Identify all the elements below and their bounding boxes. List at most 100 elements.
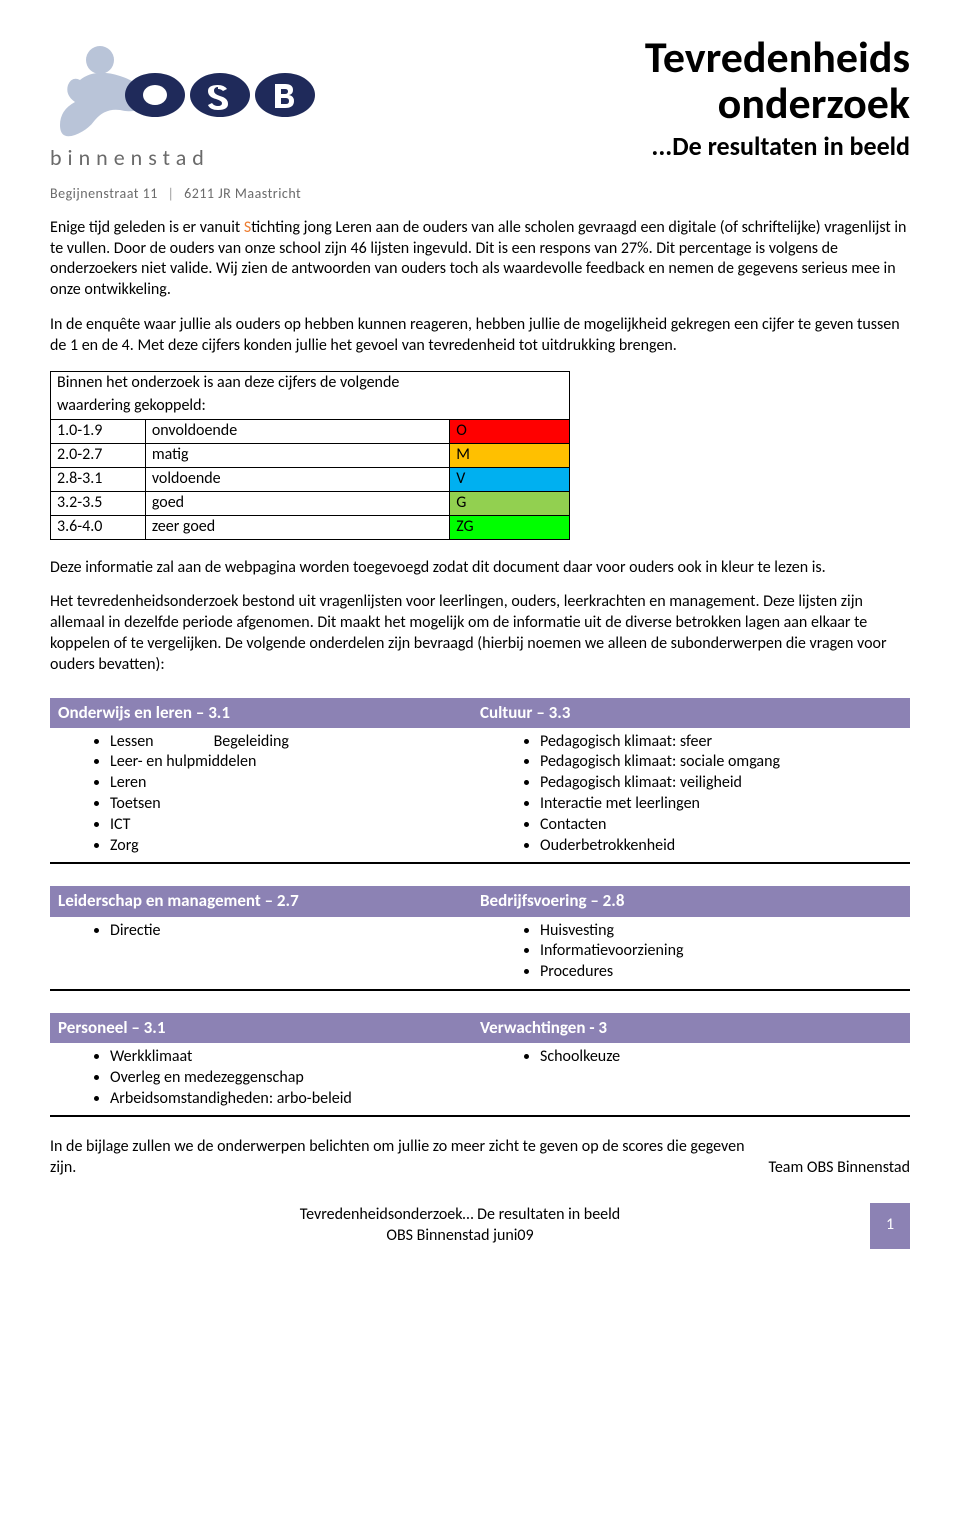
- rating-range: 1.0-1.9: [51, 419, 146, 443]
- section-header: Leiderschap en management – 2.7Bedrijfsv…: [50, 886, 910, 916]
- section-header: Personeel – 3.1Verwachtingen - 3: [50, 1013, 910, 1043]
- section-block: Personeel – 3.1Verwachtingen - 3Werkklim…: [50, 1013, 910, 1117]
- intro-paragraph-1: Enige tijd geleden is er vanuit Stichtin…: [50, 218, 910, 301]
- rating-row: 2.8-3.1voldoendeV: [51, 467, 570, 491]
- intro-paragraph-2: In de enquête waar jullie als ouders op …: [50, 315, 910, 357]
- section-title-right: Verwachtingen - 3: [480, 1017, 902, 1039]
- section-col-left: Directie: [50, 921, 480, 983]
- bullet-list: Pedagogisch klimaat: sfeerPedagogisch kl…: [520, 732, 910, 857]
- section-body: Lessen BegeleidingLeer- en hulpmiddelenLe…: [50, 728, 910, 865]
- section-col-right: Pedagogisch klimaat: sfeerPedagogisch kl…: [480, 732, 910, 857]
- rating-row: 3.2-3.5goedG: [51, 491, 570, 515]
- closing-line2: zijn.: [50, 1158, 76, 1179]
- rating-range: 2.0-2.7: [51, 443, 146, 467]
- closing-team: Team OBS Binnenstad: [768, 1158, 910, 1179]
- rating-code: ZG: [450, 515, 570, 539]
- list-item: Pedagogisch klimaat: veiligheid: [540, 773, 910, 794]
- section-title-left: Leiderschap en management – 2.7: [58, 890, 480, 912]
- list-item: Procedures: [540, 962, 910, 983]
- title-line-2: onderzoek: [645, 80, 910, 126]
- section-block: Leiderschap en management – 2.7Bedrijfsv…: [50, 886, 910, 990]
- list-item: Zorg: [110, 836, 480, 857]
- logo-address: Begijnenstraat 11 | 6211 JR Maastricht: [50, 185, 390, 203]
- list-item: Arbeidsomstandigheden: arbo-beleid: [110, 1089, 480, 1110]
- bullet-list: Schoolkeuze: [520, 1047, 910, 1068]
- bullet-list: HuisvestingInformatievoorzieningProcedur…: [520, 921, 910, 983]
- list-item-text: Lessen: [110, 732, 154, 751]
- bullet-list: Lessen BegeleidingLeer- en hulpmiddelenLe…: [90, 732, 480, 857]
- section-body: WerkklimaatOverleg en medezeggenschapArb…: [50, 1043, 910, 1117]
- title-line-1: Tevredenheids: [645, 34, 910, 80]
- rating-code: V: [450, 467, 570, 491]
- section-col-right: Schoolkeuze: [480, 1047, 910, 1109]
- rating-label: voldoende: [145, 467, 449, 491]
- section-title-left: Personeel – 3.1: [58, 1017, 480, 1039]
- list-item: Pedagogisch klimaat: sfeer: [540, 732, 910, 753]
- rating-intro-line1: Binnen het onderzoek is aan deze cijfers…: [51, 371, 570, 395]
- closing-line1: In de bijlage zullen we de onderwerpen b…: [50, 1137, 910, 1158]
- section-title-right: Cultuur – 3.3: [480, 702, 902, 724]
- list-item: Schoolkeuze: [540, 1047, 910, 1068]
- list-item: Leren: [110, 773, 480, 794]
- mid-paragraph-3: Deze informatie zal aan de webpagina wor…: [50, 558, 910, 579]
- list-item: Lessen Begeleiding: [110, 732, 480, 753]
- rating-row: 2.0-2.7matigM: [51, 443, 570, 467]
- section-col-left: Lessen BegeleidingLeer- en hulpmiddelenLe…: [50, 732, 480, 857]
- list-item: Werkklimaat: [110, 1047, 480, 1068]
- rating-intro-line2: waardering gekoppeld:: [51, 395, 570, 419]
- rating-code: O: [450, 419, 570, 443]
- rating-label: matig: [145, 443, 449, 467]
- rating-table: Binnen het onderzoek is aan deze cijfers…: [50, 371, 570, 540]
- list-item: Interactie met leerlingen: [540, 794, 910, 815]
- list-item: Directie: [110, 921, 480, 942]
- footer-title: Tevredenheidsonderzoek… De resultaten in…: [50, 1205, 870, 1226]
- section-title-left: Onderwijs en leren – 3.1: [58, 702, 480, 724]
- rating-code: G: [450, 491, 570, 515]
- list-item: Informatievoorziening: [540, 941, 910, 962]
- rating-label: zeer goed: [145, 515, 449, 539]
- header: binnenstad Begijnenstraat 11 | 6211 JR M…: [50, 30, 910, 203]
- section-block: Onderwijs en leren – 3.1Cultuur – 3.3Les…: [50, 698, 910, 865]
- rating-range: 2.8-3.1: [51, 467, 146, 491]
- rating-row: 1.0-1.9onvoldoendeO: [51, 419, 570, 443]
- list-item: Huisvesting: [540, 921, 910, 942]
- page: binnenstad Begijnenstraat 11 | 6211 JR M…: [0, 0, 960, 1269]
- list-item: Overleg en medezeggenschap: [110, 1068, 480, 1089]
- list-item: ICT: [110, 815, 480, 836]
- logo-brand-text: binnenstad: [50, 144, 390, 173]
- addr-street: Begijnenstraat 11: [50, 185, 158, 202]
- addr-postal: 6211 JR Maastricht: [184, 185, 301, 202]
- section-header: Onderwijs en leren – 3.1Cultuur – 3.3: [50, 698, 910, 728]
- section-col-right: HuisvestingInformatievoorzieningProcedur…: [480, 921, 910, 983]
- footer-org: OBS Binnenstad juni09: [50, 1226, 870, 1247]
- logo-block: binnenstad Begijnenstraat 11 | 6211 JR M…: [50, 30, 390, 203]
- rating-code: M: [450, 443, 570, 467]
- list-item: Toetsen: [110, 794, 480, 815]
- logo-svg: [50, 40, 350, 150]
- rating-label: goed: [145, 491, 449, 515]
- footer-pagenum: 1: [870, 1203, 910, 1249]
- list-item: Leer- en hulpmiddelen: [110, 752, 480, 773]
- list-item: Ouderbetrokkenheid: [540, 836, 910, 857]
- title-block: Tevredenheids onderzoek ...De resultaten…: [645, 30, 910, 164]
- section-title-right: Bedrijfsvoering – 2.8: [480, 890, 902, 912]
- p1-pre: Enige tijd geleden is er vanuit: [50, 218, 244, 237]
- footer: Tevredenheidsonderzoek… De resultaten in…: [50, 1203, 910, 1249]
- sections-container: Onderwijs en leren – 3.1Cultuur – 3.3Les…: [50, 698, 910, 1118]
- rating-row: 3.6-4.0zeer goedZG: [51, 515, 570, 539]
- rating-label: onvoldoende: [145, 419, 449, 443]
- bullet-list: WerkklimaatOverleg en medezeggenschapArb…: [90, 1047, 480, 1109]
- rating-range: 3.6-4.0: [51, 515, 146, 539]
- mid-paragraph-4: Het tevredenheidsonderzoek bestond uit v…: [50, 592, 910, 675]
- subtitle: ...De resultaten in beeld: [645, 130, 910, 164]
- list-item-text: Begeleiding: [214, 732, 289, 751]
- section-col-left: WerkklimaatOverleg en medezeggenschapArb…: [50, 1047, 480, 1109]
- rating-range: 3.2-3.5: [51, 491, 146, 515]
- addr-separator: |: [168, 185, 175, 202]
- footer-center: Tevredenheidsonderzoek… De resultaten in…: [50, 1203, 870, 1249]
- list-item: Contacten: [540, 815, 910, 836]
- list-item: Pedagogisch klimaat: sociale omgang: [540, 752, 910, 773]
- closing-paragraph: In de bijlage zullen we de onderwerpen b…: [50, 1137, 910, 1179]
- section-body: Directie HuisvestingInformatievoorziening…: [50, 917, 910, 991]
- bullet-list: Directie: [90, 921, 480, 942]
